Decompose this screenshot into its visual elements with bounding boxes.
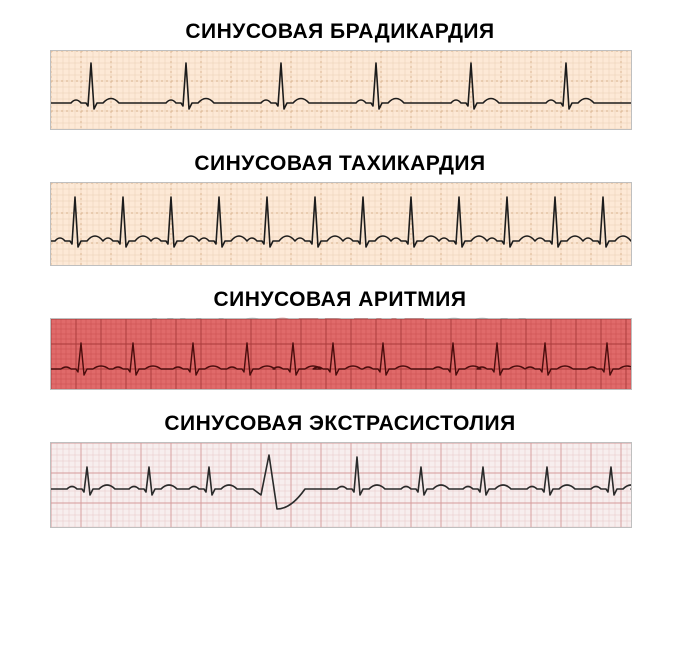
panel-title: СИНУСОВАЯ АРИТМИЯ <box>50 288 630 312</box>
panel-bradycardia: СИНУСОВАЯ БРАДИКАРДИЯ <box>50 20 630 130</box>
ecg-strip-extrasystole <box>50 442 632 528</box>
panel-tachycardia: СИНУСОВАЯ ТАХИКАРДИЯ <box>50 152 630 266</box>
panel-arrhythmia: СИНУСОВАЯ АРИТМИЯ <box>50 288 630 390</box>
panel-title: СИНУСОВАЯ ТАХИКАРДИЯ <box>50 152 630 176</box>
ecg-strip-arrhythmia <box>50 318 632 390</box>
ecg-strip-bradycardia <box>50 50 632 130</box>
panel-title: СИНУСОВАЯ БРАДИКАРДИЯ <box>50 20 630 44</box>
panel-title: СИНУСОВАЯ ЭКСТРАСИСТОЛИЯ <box>50 412 630 436</box>
panel-extrasystole: СИНУСОВАЯ ЭКСТРАСИСТОЛИЯ <box>50 412 630 528</box>
ecg-strip-tachycardia <box>50 182 632 266</box>
